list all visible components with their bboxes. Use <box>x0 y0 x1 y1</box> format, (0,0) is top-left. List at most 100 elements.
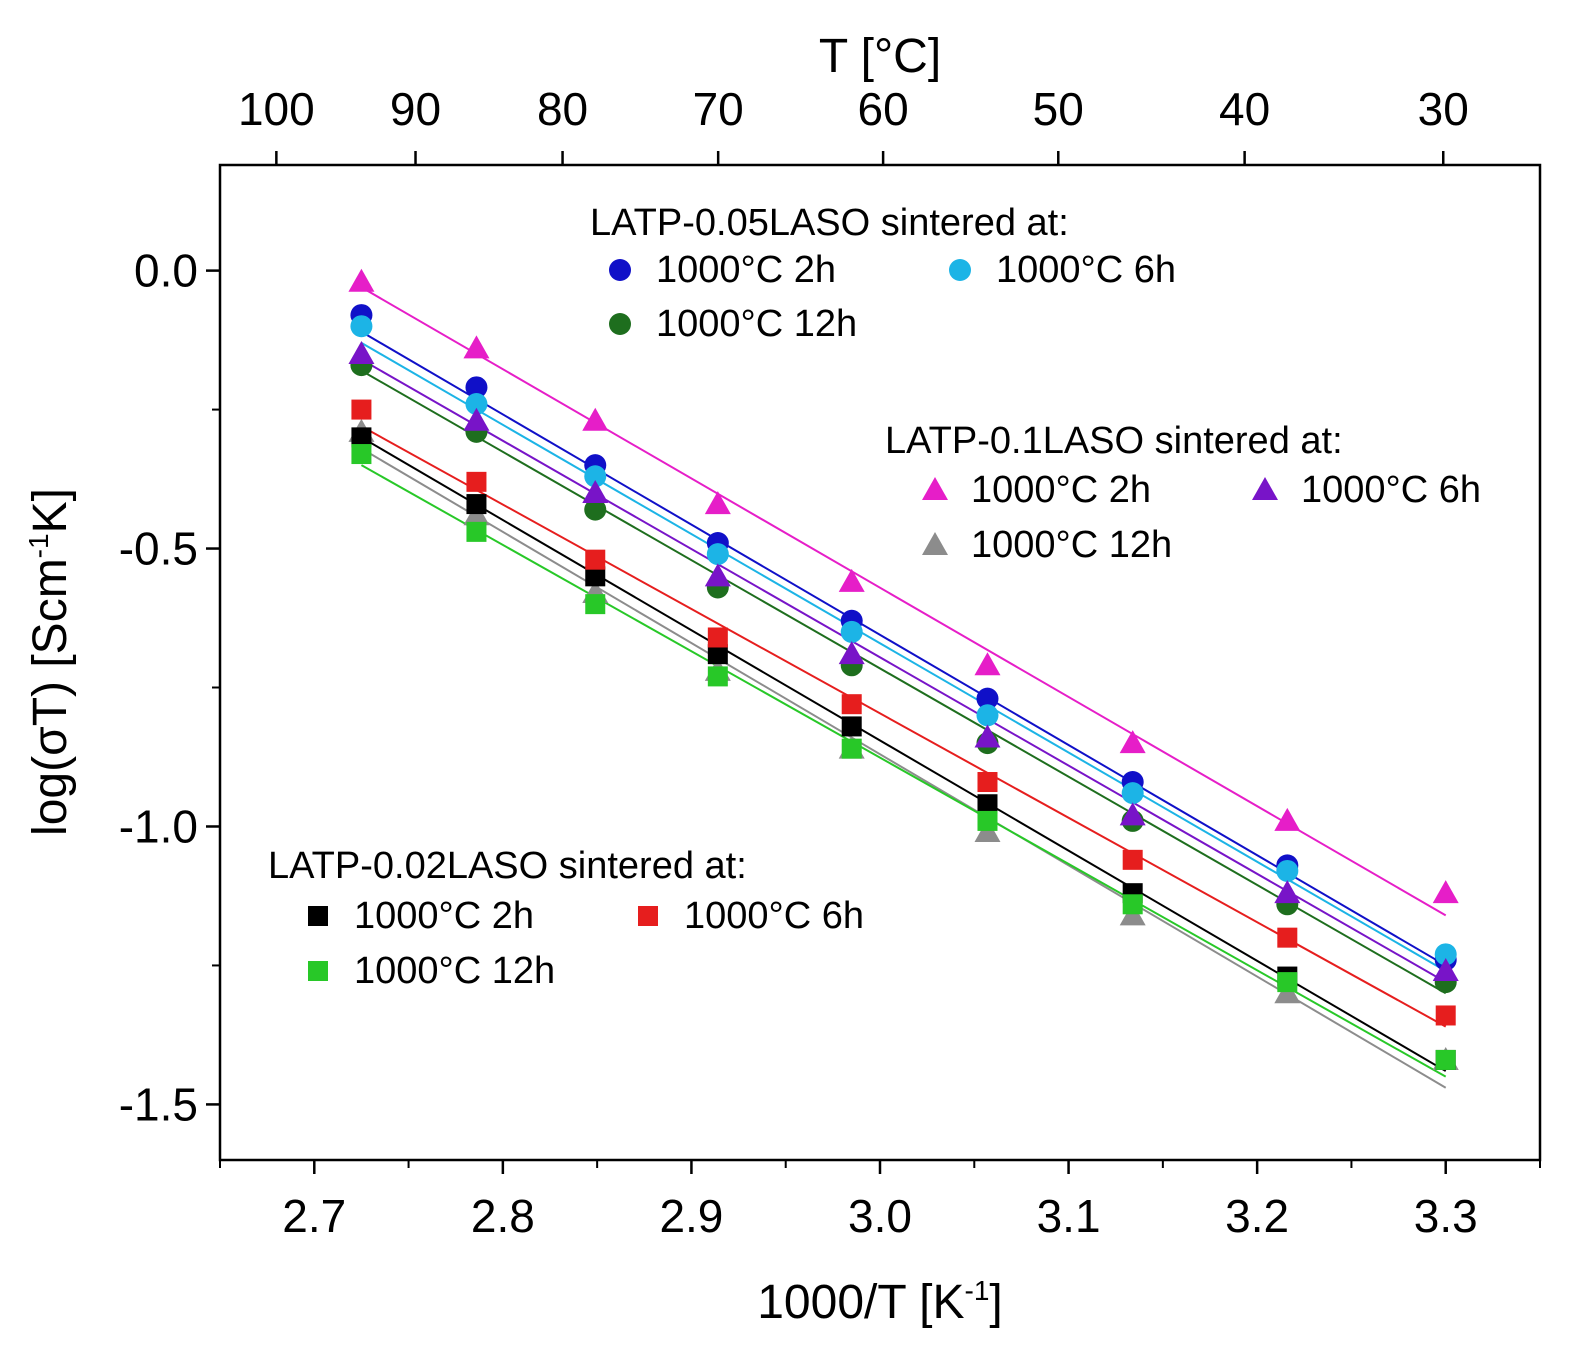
data-point <box>348 268 375 292</box>
top-tick-label: 90 <box>390 83 441 135</box>
data-point <box>1432 880 1459 904</box>
data-point <box>976 704 999 727</box>
top-tick-label: 100 <box>238 83 315 135</box>
data-point <box>1119 802 1146 826</box>
data-point <box>1276 859 1299 882</box>
y-tick-label: -1.0 <box>119 800 198 852</box>
legend-label: 1000°C 6h <box>684 895 864 937</box>
legend-marker <box>638 906 658 926</box>
data-point <box>351 427 372 448</box>
fit-line <box>360 436 1447 1072</box>
data-point <box>1435 1005 1456 1026</box>
data-point <box>976 687 999 710</box>
data-point <box>351 399 372 420</box>
legend-marker <box>308 961 328 981</box>
top-tick-label: 40 <box>1219 83 1270 135</box>
legend-label: 1000°C 6h <box>1301 469 1481 511</box>
data-point <box>585 549 606 570</box>
data-point <box>841 716 862 737</box>
data-point <box>977 772 998 793</box>
data-point <box>974 652 1001 676</box>
data-point <box>1274 807 1301 831</box>
data-point <box>841 694 862 715</box>
legend-label: 1000°C 12h <box>354 950 555 992</box>
tick-labels: 2.7 2.8 2.9 3.0 3.1 3.2 3.3 0.0 -0.5 -1.0 -1.5 100 9… <box>119 83 1478 1242</box>
fit-lines <box>360 286 1447 1089</box>
data-point <box>977 794 998 815</box>
data-point <box>585 566 606 587</box>
data-point <box>707 666 728 687</box>
top-tick-label: 70 <box>693 83 744 135</box>
x-tick-label: 2.8 <box>471 1190 535 1242</box>
legends: LATP-0.05LASO sintered at: 1000°C 2h 1000°… <box>268 202 1481 992</box>
legend-marker <box>1252 477 1278 500</box>
data-point <box>706 543 729 566</box>
data-point <box>350 315 373 338</box>
data-point <box>582 479 609 503</box>
data-point <box>977 810 998 831</box>
top-axis-title: T [°C] <box>819 30 941 83</box>
data-point <box>465 393 488 416</box>
legend-label: 1000°C 12h <box>656 303 857 345</box>
y-tick-label: -1.5 <box>119 1078 198 1130</box>
x-tick-label: 2.7 <box>282 1190 346 1242</box>
data-point <box>838 641 865 665</box>
legend-marker <box>609 259 631 281</box>
data-point <box>707 627 728 648</box>
legend-marker <box>922 477 948 500</box>
data-point <box>348 340 375 364</box>
data-point <box>584 498 607 521</box>
data-point <box>1121 782 1144 805</box>
top-tick-label: 30 <box>1418 83 1469 135</box>
legend-label: 1000°C 2h <box>971 469 1151 511</box>
data-point <box>582 407 609 431</box>
top-tick-label: 60 <box>858 83 909 135</box>
x-axis-title: 1000/T [K-1] <box>757 1275 1003 1329</box>
data-point <box>1274 880 1301 904</box>
data-point <box>974 724 1001 748</box>
data-point <box>838 568 865 592</box>
fit-line <box>360 447 1447 1089</box>
data-point <box>704 491 731 515</box>
data-point <box>466 494 487 515</box>
data-point <box>707 644 728 665</box>
x-tick-label: 3.1 <box>1037 1190 1101 1242</box>
legend-label: 1000°C 12h <box>971 524 1172 566</box>
legend-label: 1000°C 2h <box>656 249 836 291</box>
data-point <box>1119 730 1146 754</box>
data-markers <box>348 268 1459 1070</box>
x-tick-label: 3.0 <box>848 1190 912 1242</box>
legend-marker <box>609 313 631 335</box>
data-point <box>1434 943 1457 966</box>
data-point <box>1432 958 1459 982</box>
legend-marker <box>308 906 328 926</box>
data-point <box>841 738 862 759</box>
fit-line <box>360 464 1447 1078</box>
data-point <box>585 594 606 615</box>
fit-line <box>360 425 1447 1028</box>
data-point <box>466 471 487 492</box>
data-point <box>1122 849 1143 870</box>
top-tick-label: 80 <box>537 83 588 135</box>
fit-line <box>360 286 1447 917</box>
fit-line <box>360 342 1447 972</box>
legend-title: LATP-0.05LASO sintered at: <box>590 202 1069 244</box>
y-axis-title: log(σT) [Scm-1K] <box>23 488 77 836</box>
data-point <box>465 376 488 399</box>
fit-line <box>360 330 1447 967</box>
fit-line <box>360 358 1447 983</box>
legend-marker <box>949 259 971 281</box>
x-tick-label: 3.2 <box>1225 1190 1289 1242</box>
data-point <box>463 335 490 359</box>
legend-label: 1000°C 2h <box>354 895 534 937</box>
data-point <box>584 465 607 488</box>
data-point <box>1122 894 1143 915</box>
data-point <box>463 407 490 431</box>
data-point <box>466 521 487 542</box>
top-tick-label: 50 <box>1033 83 1084 135</box>
x-tick-label: 2.9 <box>659 1190 723 1242</box>
data-point <box>351 444 372 465</box>
data-point <box>704 563 731 587</box>
axis-ticks <box>206 151 1541 1174</box>
